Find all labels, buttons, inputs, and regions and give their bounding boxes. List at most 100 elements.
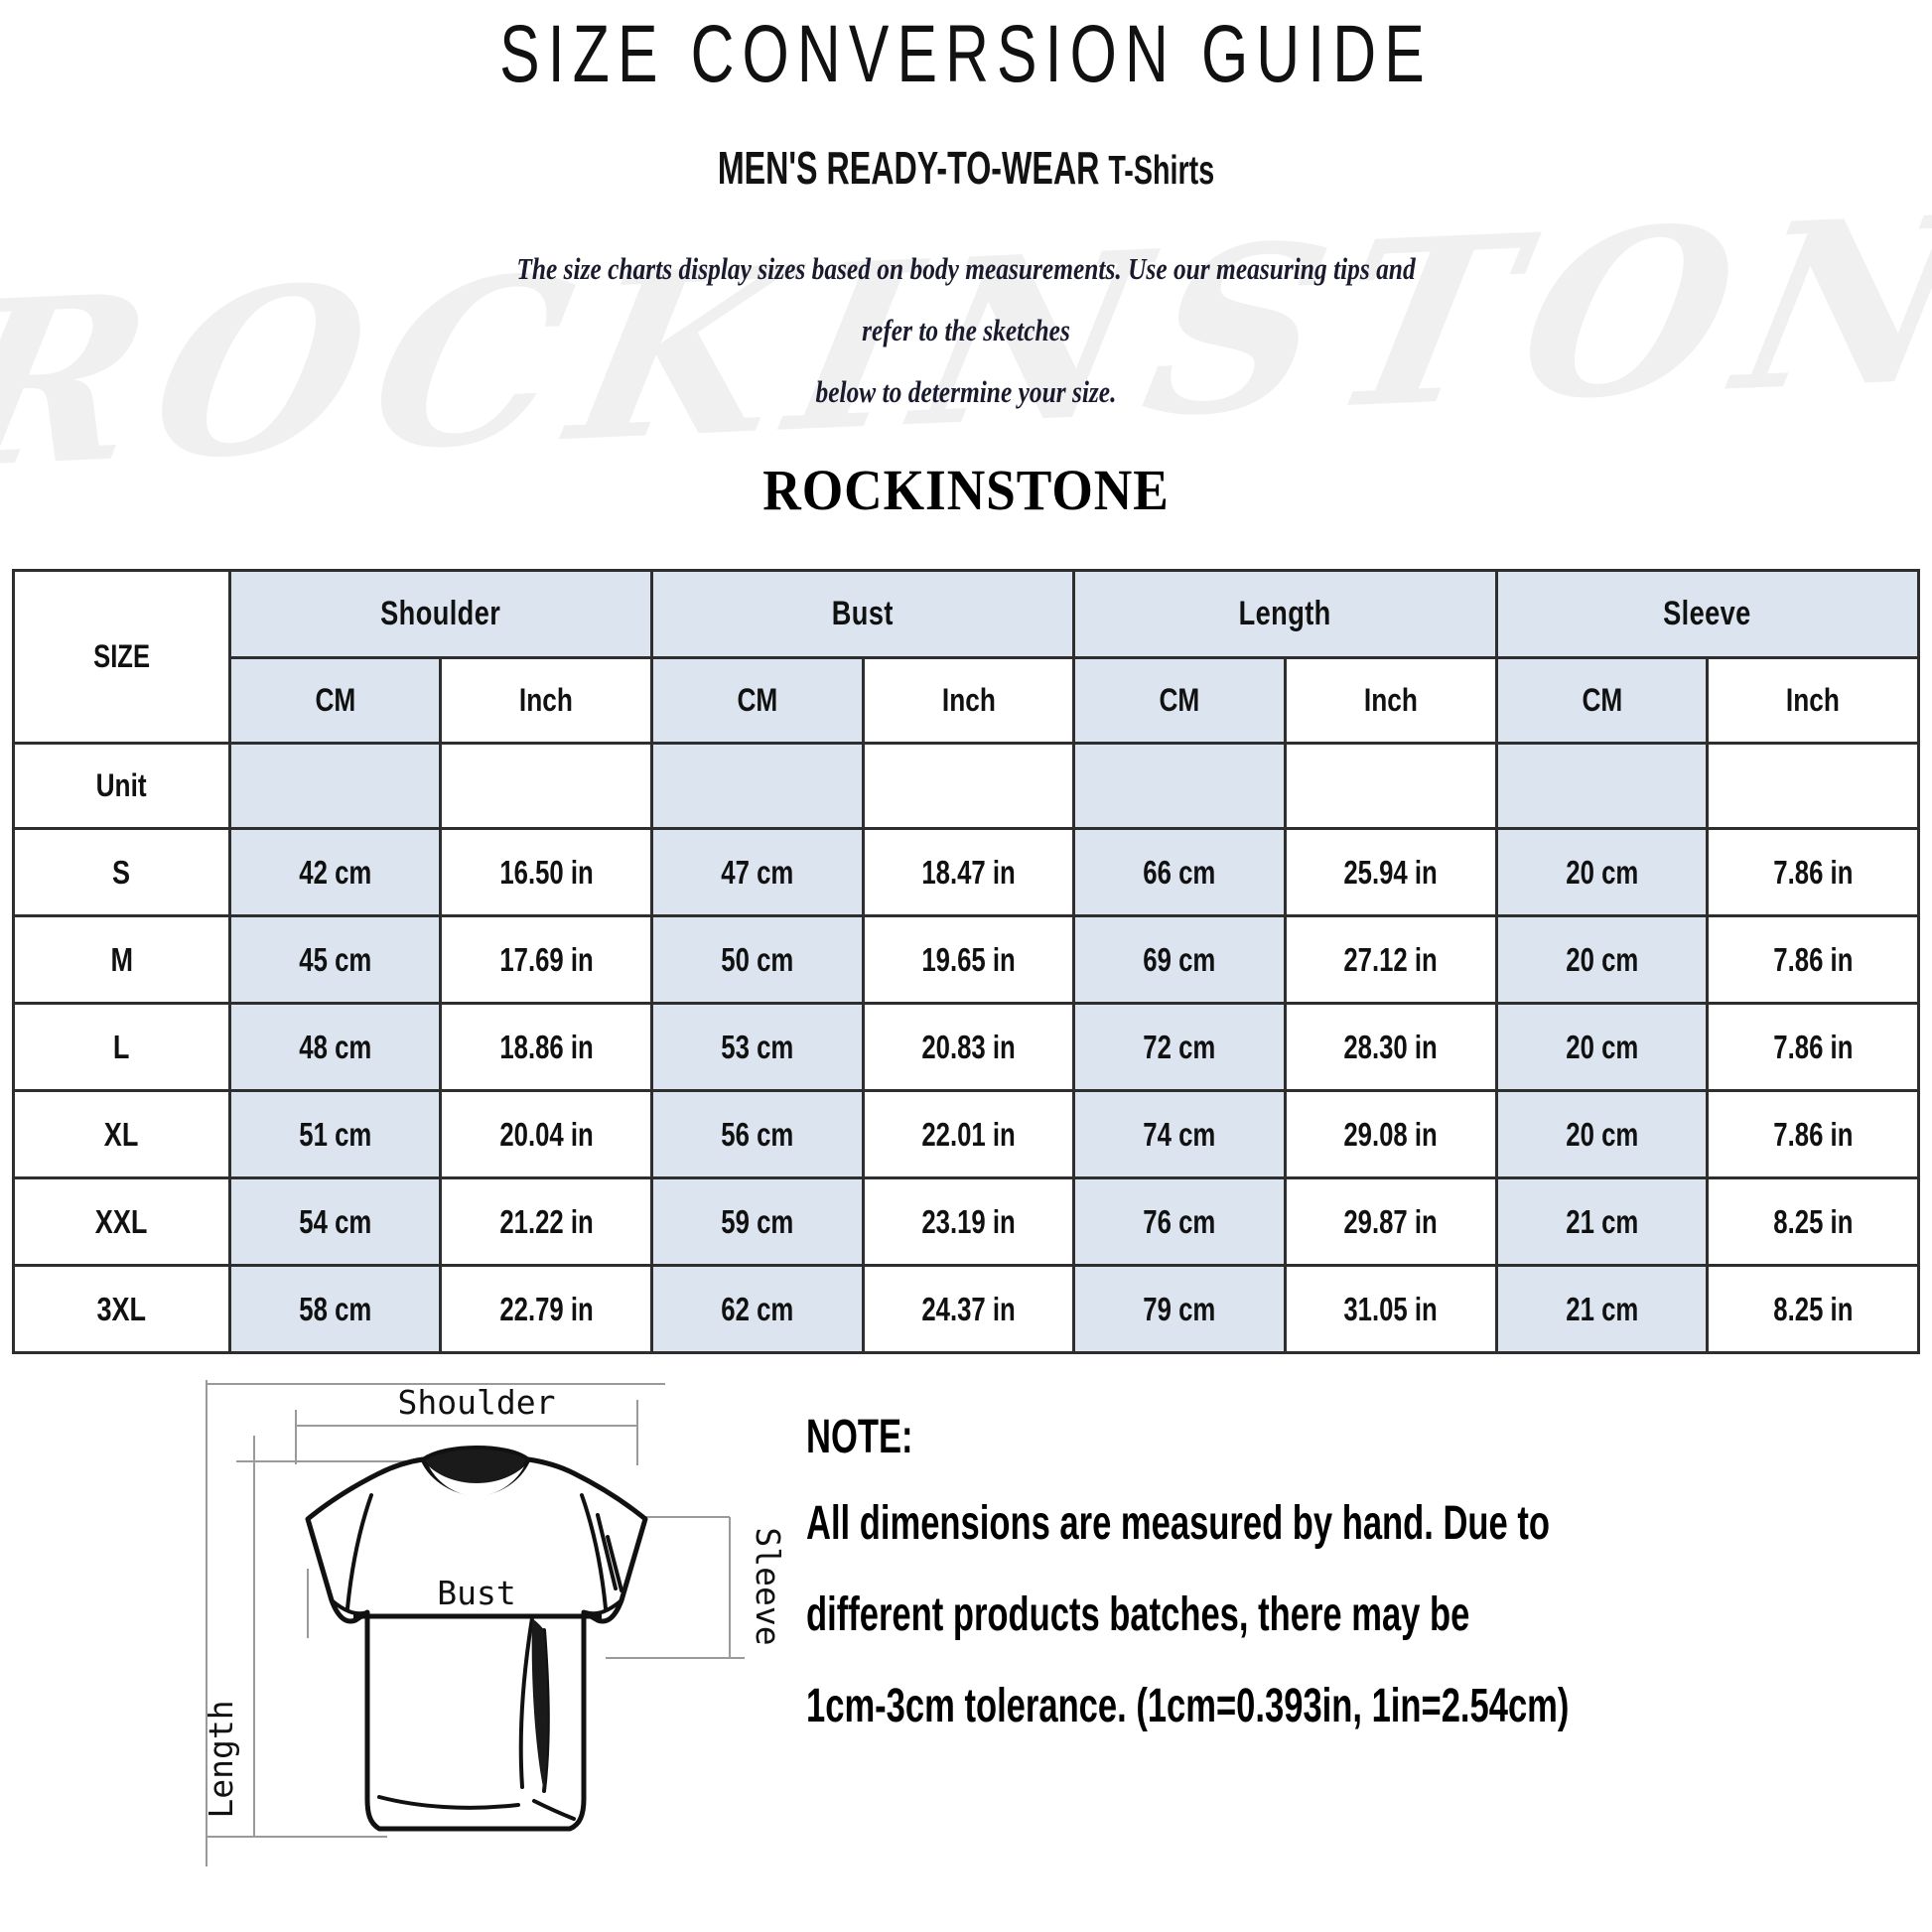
cell-measurement: 20 cm — [1494, 1002, 1710, 1093]
size-label-text: L — [113, 1028, 130, 1065]
cell-size-label: M — [12, 914, 231, 1006]
measurement-text: 7.86 in — [1773, 1028, 1854, 1065]
table-row: L 48 cm 18.86 in 53 cm 20.83 in 72 cm 28.30 in… — [12, 1002, 1920, 1093]
cell-measurement: 20 cm — [1494, 827, 1710, 918]
measurement-text: 56 cm — [721, 1115, 794, 1153]
cell-measurement: 22.01 in — [861, 1089, 1076, 1180]
measurement-text: 22.01 in — [921, 1115, 1016, 1153]
unit-spacer-2 — [439, 742, 653, 831]
table-head: SIZE Shoulder Bust Length Sleeve CM Inch… — [12, 569, 1921, 746]
table-unit-header-row: CM Inch CM Inch CM Inch CM Inch — [14, 656, 1920, 746]
measurement-text: 18.86 in — [498, 1028, 594, 1065]
measurement-text: 62 cm — [721, 1290, 794, 1327]
description-line-2: below to determine your size. — [815, 374, 1117, 410]
cell-measurement: 58 cm — [227, 1264, 443, 1355]
header-group-bust: Bust — [649, 569, 1076, 660]
measurement-text: 25.94 in — [1343, 853, 1438, 891]
measurement-text: 69 cm — [1143, 940, 1216, 978]
size-label-text: 3XL — [96, 1290, 147, 1327]
unit-spacer-5 — [1072, 742, 1287, 831]
note-line-1: All dimensions are measured by hand. Due… — [806, 1497, 1550, 1551]
cell-size-label: XXL — [12, 1176, 231, 1268]
cell-size-label: XL — [12, 1089, 231, 1180]
note-section: NOTE: All dimensions are measured by han… — [784, 1370, 1932, 1774]
measurement-text: 21.22 in — [498, 1202, 594, 1240]
measurement-text: 72 cm — [1143, 1028, 1216, 1065]
page-title: SIZE CONVERSION GUIDE — [499, 9, 1433, 99]
note-line-3: 1cm-3cm tolerance. (1cm=0.393in, 1in=2.5… — [806, 1680, 1570, 1733]
measurement-text: 79 cm — [1143, 1290, 1216, 1327]
description-line-1: The size charts display sizes based on b… — [516, 251, 1416, 348]
page-description: The size charts display sizes based on b… — [510, 238, 1422, 423]
cell-measurement: 42 cm — [227, 827, 443, 918]
cell-measurement: 51 cm — [227, 1089, 443, 1180]
measurement-text: 20.04 in — [498, 1115, 594, 1153]
size-label-text: S — [112, 853, 131, 891]
size-label-text: XL — [103, 1115, 139, 1153]
unit-spacer-3 — [649, 742, 865, 831]
cell-measurement: 22.79 in — [439, 1264, 653, 1355]
row-label-unit: Unit — [12, 742, 231, 831]
measurement-text: 76 cm — [1143, 1202, 1216, 1240]
measurement-text: 45 cm — [298, 940, 371, 978]
cell-measurement: 19.65 in — [861, 914, 1076, 1006]
cell-measurement: 23.19 in — [861, 1176, 1076, 1268]
measurement-text: 74 cm — [1143, 1115, 1216, 1153]
table-group-header-row: SIZE Shoulder Bust Length Sleeve — [12, 569, 1921, 746]
measurement-text: 48 cm — [298, 1028, 371, 1065]
measurement-text: 47 cm — [721, 853, 794, 891]
header-group-sleeve: Sleeve — [1494, 569, 1921, 660]
header-group-shoulder: Shoulder — [227, 569, 653, 660]
cell-measurement: 8.25 in — [1706, 1264, 1920, 1355]
measurement-text: 51 cm — [298, 1115, 371, 1153]
measurement-text: 7.86 in — [1773, 940, 1854, 978]
table-body: Unit S 42 cm 16.50 in 47 cm 18.47 in 66 cm 25.… — [12, 742, 1920, 1355]
cell-measurement: 18.47 in — [861, 827, 1076, 918]
header-unit-sleeve-inch: Inch — [1706, 656, 1920, 746]
page-header: SIZE CONVERSION GUIDE MEN'S READY-TO-WEA… — [0, 0, 1932, 523]
measurement-text: 54 cm — [298, 1202, 371, 1240]
cell-measurement: 18.86 in — [439, 1002, 653, 1093]
diagram-label-bust: Bust — [437, 1574, 515, 1612]
measurement-text: 66 cm — [1143, 853, 1216, 891]
diagram-label-length: Length — [202, 1700, 240, 1818]
cell-measurement: 59 cm — [649, 1176, 865, 1268]
cell-size-label: S — [12, 827, 231, 918]
cell-measurement: 29.87 in — [1283, 1176, 1498, 1268]
measurement-text: 53 cm — [721, 1028, 794, 1065]
header-unit-shoulder-cm: CM — [227, 656, 443, 746]
measurement-text: 8.25 in — [1773, 1290, 1854, 1327]
tshirt-measurement-diagram: Shoulder Bust Sleeve Length — [149, 1370, 784, 1886]
cell-measurement: 45 cm — [227, 914, 443, 1006]
size-label-text: XXL — [94, 1202, 148, 1240]
table-row: XL 51 cm 20.04 in 56 cm 22.01 in 74 cm 29.08 i… — [12, 1089, 1920, 1180]
measurement-text: 20 cm — [1565, 1028, 1638, 1065]
brand-name: ROCKINSTONE — [762, 458, 1170, 523]
cell-measurement: 53 cm — [649, 1002, 865, 1093]
header-unit-length-cm: CM — [1072, 656, 1287, 746]
measurement-text: 29.08 in — [1343, 1115, 1438, 1153]
measurement-text: 21 cm — [1565, 1202, 1638, 1240]
cell-measurement: 21 cm — [1494, 1176, 1710, 1268]
unit-spacer-8 — [1706, 742, 1920, 831]
cell-measurement: 69 cm — [1072, 914, 1287, 1006]
header-unit-length-inch: Inch — [1283, 656, 1498, 746]
unit-spacer-4 — [861, 742, 1076, 831]
cell-measurement: 20 cm — [1494, 914, 1710, 1006]
diagram-label-shoulder: Shoulder — [398, 1383, 556, 1422]
measurement-text: 50 cm — [721, 940, 794, 978]
measurement-text: 29.87 in — [1343, 1202, 1438, 1240]
cell-measurement: 79 cm — [1072, 1264, 1287, 1355]
table-row: S 42 cm 16.50 in 47 cm 18.47 in 66 cm 25.94 in… — [12, 827, 1920, 918]
cell-measurement: 7.86 in — [1706, 1002, 1920, 1093]
measurement-text: 22.79 in — [498, 1290, 594, 1327]
cell-measurement: 7.86 in — [1706, 827, 1920, 918]
measurement-text: 20 cm — [1565, 853, 1638, 891]
cell-measurement: 48 cm — [227, 1002, 443, 1093]
unit-spacer-7 — [1494, 742, 1710, 831]
measurement-text: 20 cm — [1565, 1115, 1638, 1153]
cell-measurement: 76 cm — [1072, 1176, 1287, 1268]
measurement-text: 28.30 in — [1343, 1028, 1438, 1065]
cell-measurement: 8.25 in — [1706, 1176, 1920, 1268]
bottom-section: Shoulder Bust Sleeve Length NOTE: All di… — [0, 1370, 1932, 1886]
